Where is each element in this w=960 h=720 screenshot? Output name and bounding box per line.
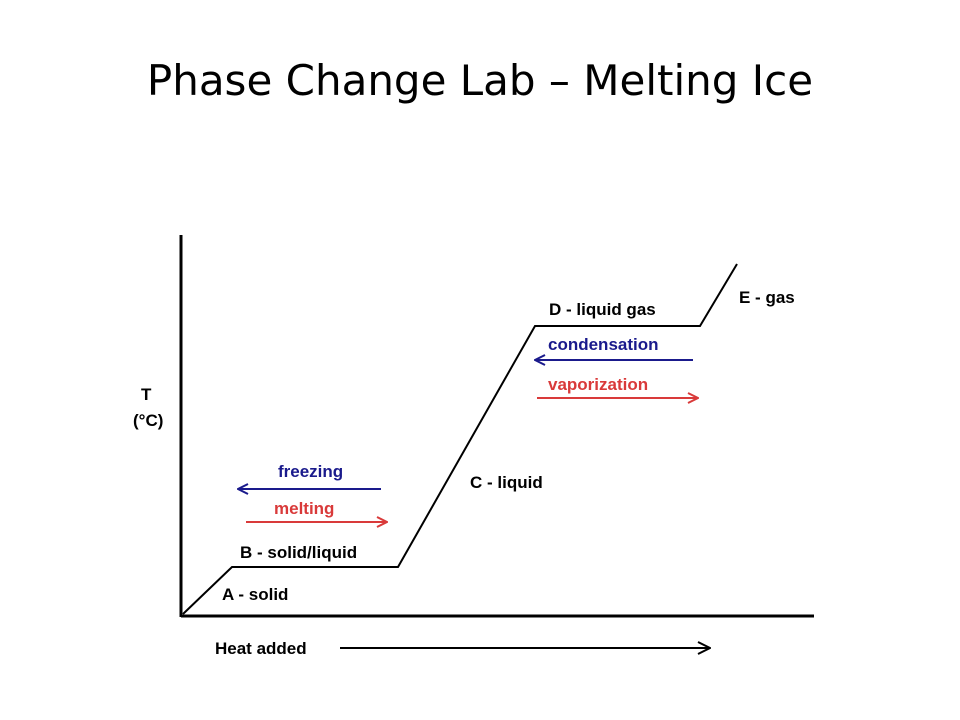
transition-label-melting: melting xyxy=(274,499,334,518)
segment-label-c: C - liquid xyxy=(470,473,543,492)
x-axis-label: Heat added xyxy=(215,639,307,658)
transition-label-vaporization: vaporization xyxy=(548,375,648,394)
segment-label-a: A - solid xyxy=(222,585,288,604)
transition-label-condensation: condensation xyxy=(548,335,659,354)
segment-label-b: B - solid/liquid xyxy=(240,543,357,562)
y-axis-label-unit: (°C) xyxy=(133,411,163,430)
transition-label-freezing: freezing xyxy=(278,462,343,481)
heating-curve-line xyxy=(182,263,738,615)
segment-label-d: D - liquid gas xyxy=(549,300,656,319)
segment-label-e: E - gas xyxy=(739,288,795,307)
y-axis-label-t: T xyxy=(141,385,152,404)
slide-title: Phase Change Lab – Melting Ice xyxy=(146,56,814,105)
